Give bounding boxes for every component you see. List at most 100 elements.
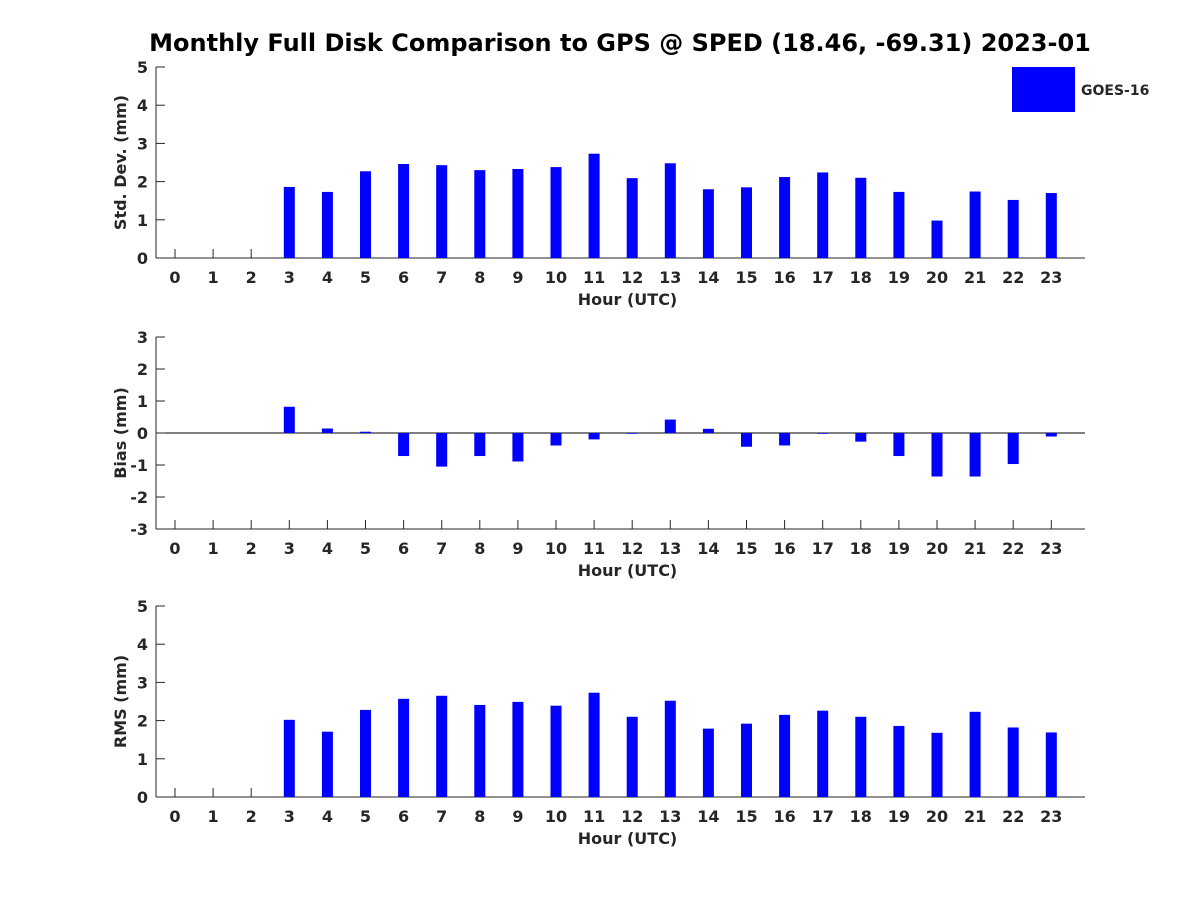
x-tick-label: 13 bbox=[659, 539, 681, 558]
bar-hour-15 bbox=[741, 723, 752, 797]
x-tick-label: 7 bbox=[436, 268, 447, 287]
x-tick-label: 12 bbox=[621, 268, 643, 287]
bar-hour-15 bbox=[741, 187, 752, 258]
x-tick-label: 13 bbox=[659, 807, 681, 826]
y-tick-label: 2 bbox=[137, 712, 148, 731]
x-tick-label: 5 bbox=[360, 539, 371, 558]
bar-hour-12 bbox=[626, 433, 638, 434]
legend-label: GOES-16 bbox=[1081, 83, 1149, 99]
bar-hour-19 bbox=[893, 191, 905, 258]
bar-hour-23 bbox=[1045, 193, 1057, 258]
bar-hour-3 bbox=[283, 186, 295, 258]
x-tick-label: 15 bbox=[735, 539, 757, 558]
y-tick-label: 3 bbox=[137, 134, 148, 153]
bar-hour-17 bbox=[817, 172, 829, 258]
bar-hour-13 bbox=[664, 700, 676, 797]
y-tick-label: -1 bbox=[130, 456, 148, 475]
x-tick-label: 18 bbox=[850, 268, 872, 287]
x-tick-label: 5 bbox=[360, 268, 371, 287]
x-tick-label: 15 bbox=[735, 268, 757, 287]
bar-hour-17 bbox=[817, 710, 829, 797]
x-tick-label: 16 bbox=[773, 268, 795, 287]
x-tick-label: 20 bbox=[926, 268, 948, 287]
bar-hour-6 bbox=[398, 433, 410, 457]
y-tick-label: 5 bbox=[137, 597, 148, 616]
x-tick-label: 21 bbox=[964, 539, 986, 558]
x-tick-label: 16 bbox=[773, 807, 795, 826]
x-tick-label: 10 bbox=[545, 807, 567, 826]
x-tick-label: 20 bbox=[926, 539, 948, 558]
y-tick-label: 4 bbox=[137, 635, 148, 654]
x-tick-label: 10 bbox=[545, 539, 567, 558]
y-tick-label: 1 bbox=[137, 211, 148, 230]
legend: GOES-16 bbox=[1012, 67, 1149, 112]
x-tick-label: 22 bbox=[1002, 539, 1024, 558]
bar-hour-12 bbox=[626, 178, 638, 258]
x-tick-label: 3 bbox=[284, 268, 295, 287]
bar-hour-13 bbox=[664, 163, 676, 258]
y-axis-label: Std. Dev. (mm) bbox=[111, 95, 130, 230]
x-tick-label: 16 bbox=[773, 539, 795, 558]
x-tick-label: 23 bbox=[1040, 807, 1062, 826]
x-axis-label: Hour (UTC) bbox=[578, 290, 678, 309]
x-tick-label: 0 bbox=[169, 539, 180, 558]
x-tick-label: 4 bbox=[322, 268, 333, 287]
bar-hour-3 bbox=[283, 719, 295, 797]
y-tick-label: 3 bbox=[137, 328, 148, 347]
x-tick-label: 12 bbox=[621, 539, 643, 558]
bar-hour-22 bbox=[1007, 199, 1019, 258]
bar-hour-5 bbox=[360, 431, 371, 433]
bar-hour-6 bbox=[398, 164, 410, 258]
bar-hour-11 bbox=[588, 692, 600, 797]
bar-hour-8 bbox=[474, 704, 486, 797]
y-tick-label: 1 bbox=[137, 392, 148, 411]
x-tick-label: 2 bbox=[246, 807, 257, 826]
x-tick-label: 19 bbox=[888, 807, 910, 826]
y-tick-label: 5 bbox=[137, 58, 148, 77]
bar-hour-11 bbox=[588, 153, 600, 258]
x-tick-label: 7 bbox=[436, 539, 447, 558]
bar-hour-21 bbox=[969, 433, 981, 477]
bar-hour-8 bbox=[474, 170, 486, 258]
bar-hour-16 bbox=[779, 177, 791, 258]
x-tick-label: 22 bbox=[1002, 807, 1024, 826]
x-axis-label: Hour (UTC) bbox=[578, 561, 678, 580]
bar-hour-23 bbox=[1045, 732, 1057, 797]
bar-hour-21 bbox=[969, 711, 981, 797]
y-tick-label: 2 bbox=[137, 173, 148, 192]
y-axis-label: Bias (mm) bbox=[111, 387, 130, 479]
x-tick-label: 14 bbox=[697, 539, 719, 558]
bar-hour-20 bbox=[931, 433, 943, 477]
x-tick-label: 5 bbox=[360, 807, 371, 826]
x-tick-label: 2 bbox=[246, 268, 257, 287]
x-tick-label: 20 bbox=[926, 807, 948, 826]
bar-hour-16 bbox=[779, 433, 791, 446]
bar-hour-12 bbox=[626, 716, 638, 797]
x-tick-label: 0 bbox=[169, 268, 180, 287]
bar-hour-6 bbox=[398, 698, 410, 797]
x-tick-label: 1 bbox=[208, 539, 219, 558]
bar-hour-4 bbox=[321, 428, 333, 433]
x-tick-label: 22 bbox=[1002, 268, 1024, 287]
bar-hour-3 bbox=[283, 406, 295, 433]
bar-hour-5 bbox=[360, 171, 371, 258]
x-tick-label: 2 bbox=[246, 539, 257, 558]
x-tick-label: 11 bbox=[583, 807, 605, 826]
legend-swatch bbox=[1012, 67, 1075, 112]
x-tick-label: 19 bbox=[888, 539, 910, 558]
x-tick-label: 13 bbox=[659, 268, 681, 287]
x-tick-label: 9 bbox=[512, 539, 523, 558]
x-tick-label: 9 bbox=[512, 268, 523, 287]
x-tick-label: 6 bbox=[398, 807, 409, 826]
bar-hour-8 bbox=[474, 433, 486, 457]
bar-hour-14 bbox=[702, 428, 714, 433]
x-tick-label: 23 bbox=[1040, 539, 1062, 558]
x-tick-label: 17 bbox=[812, 268, 834, 287]
x-tick-label: 3 bbox=[284, 807, 295, 826]
x-tick-label: 1 bbox=[208, 807, 219, 826]
bar-hour-9 bbox=[512, 168, 524, 258]
y-tick-label: 3 bbox=[137, 673, 148, 692]
